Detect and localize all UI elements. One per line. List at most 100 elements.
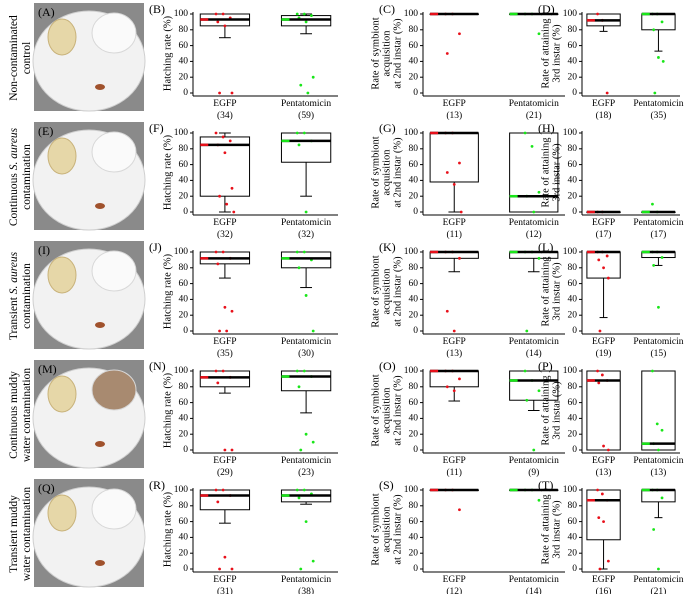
n-label: (15) [651, 348, 667, 359]
data-point [221, 488, 225, 492]
y-tick-label: 100 [174, 9, 189, 19]
data-point [605, 254, 609, 258]
data-point [597, 381, 601, 385]
n-label: (21) [651, 586, 667, 594]
y-tick-label: 0 [183, 445, 188, 455]
data-point [597, 516, 601, 520]
data-point [458, 161, 461, 165]
n-label: (19) [596, 348, 612, 359]
data-point [214, 250, 218, 254]
n-label: (12) [446, 586, 462, 594]
n-label: (35) [217, 348, 233, 359]
y-axis-title: Rate of attaining [540, 256, 551, 327]
y-axis-title: Rate of attaining [540, 137, 551, 208]
data-point [596, 369, 599, 373]
y-axis-title: Rate of attaining [540, 18, 551, 89]
data-point [537, 32, 541, 36]
y-tick-label: 80 [179, 144, 189, 154]
data-point [230, 91, 234, 95]
photo-label: (Q) [38, 481, 55, 495]
data-point [216, 20, 220, 24]
x-tick-label: Pentatomicin [633, 99, 683, 109]
data-point [598, 567, 602, 571]
row-label: water contamination [21, 487, 33, 581]
data-point [525, 398, 529, 402]
data-point [445, 171, 449, 174]
data-point [652, 528, 656, 531]
data-point [606, 448, 610, 452]
data-point [652, 28, 656, 32]
data-point [221, 369, 225, 373]
row-label-part: Continuous [8, 170, 20, 226]
x-tick-label: Pentatomicin [281, 456, 331, 466]
y-tick-label: 40 [409, 57, 419, 67]
row-label: Transient muddy [8, 495, 20, 573]
n-label: (12) [526, 229, 542, 240]
box [280, 370, 332, 392]
data-point [297, 266, 301, 270]
y-tick-label: 80 [179, 263, 189, 273]
data-point [311, 440, 315, 444]
y-tick-label: 0 [183, 564, 188, 574]
y-tick-label: 100 [563, 9, 578, 19]
x-tick-label: EGFP [213, 337, 236, 347]
data-point [445, 309, 449, 313]
y-tick-label: 0 [413, 88, 418, 98]
y-tick-label: 100 [563, 128, 578, 138]
panel-label: (O) [379, 359, 396, 373]
y-tick-label: 20 [568, 310, 578, 320]
box [199, 370, 251, 388]
data-point [537, 256, 541, 260]
data-point [302, 12, 306, 16]
row-label: Transient S. aureus [8, 251, 20, 340]
n-label: (11) [446, 467, 461, 478]
panel-label: (R) [149, 478, 165, 492]
data-point [655, 422, 659, 426]
panel-label: (K) [379, 240, 396, 254]
photo-label: (E) [38, 124, 53, 138]
data-point [302, 488, 306, 492]
y-tick-label: 60 [179, 517, 189, 527]
y-tick-label: 0 [572, 564, 577, 574]
panel-label: (H) [538, 121, 555, 135]
data-point [223, 151, 227, 155]
y-tick-label: 60 [179, 41, 189, 51]
row-label-part: Transient muddy [8, 495, 20, 573]
data-point [657, 567, 660, 571]
data-point [657, 448, 660, 452]
row-label: contamination [21, 263, 33, 329]
data-point [223, 24, 227, 28]
data-point [660, 428, 664, 432]
n-label: (23) [298, 467, 314, 478]
panel-label: (L) [538, 240, 553, 254]
x-tick-label: EGFP [592, 99, 615, 109]
data-point [295, 369, 299, 373]
y-axis-title: 3rd instar (%) [551, 381, 562, 440]
egg-mass [47, 137, 77, 175]
x-tick-label: EGFP [213, 575, 236, 585]
x-tick-label: EGFP [443, 575, 466, 585]
n-label: (13) [446, 110, 462, 121]
data-point [602, 266, 605, 270]
y-axis-title: acquisition [381, 506, 392, 553]
y-tick-label: 80 [179, 382, 189, 392]
data-point [598, 329, 602, 333]
data-point [223, 555, 227, 559]
data-point [311, 329, 315, 333]
y-tick-label: 100 [404, 366, 419, 376]
data-point [458, 32, 461, 36]
data-point [221, 250, 225, 254]
y-tick-label: 0 [572, 445, 577, 455]
y-axis-title: acquisition [381, 30, 392, 77]
y-tick-label: 80 [568, 382, 578, 392]
data-point [214, 488, 218, 492]
capsule [95, 322, 105, 328]
y-axis-title: Rate of symbiont [370, 374, 381, 446]
data-point [230, 186, 234, 190]
data-point [232, 210, 236, 214]
data-point [445, 52, 449, 55]
egg-mass [47, 494, 77, 532]
x-tick-label: Pentatomicin [281, 218, 331, 228]
y-tick-label: 20 [409, 310, 419, 320]
y-tick-label: 20 [179, 191, 189, 201]
